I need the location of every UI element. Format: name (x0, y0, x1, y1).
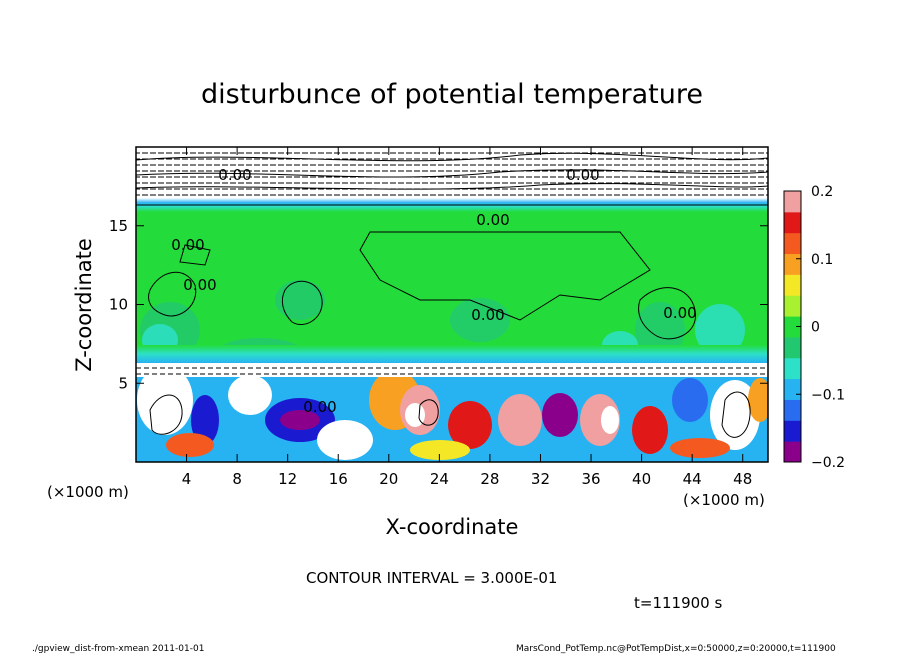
bottom-band-dashes (136, 367, 768, 375)
colorbar-swatch (784, 357, 801, 380)
bottom-top-band (136, 363, 768, 377)
x-tick-label: 20 (379, 470, 398, 488)
colorbar-swatch (784, 441, 801, 463)
y-axis-ticks: 5 10 15 (109, 217, 768, 392)
x-tick-label: 4 (182, 470, 192, 488)
colorbar-swatch (784, 399, 801, 421)
chart-title: disturbunce of potential temperature (201, 79, 703, 110)
colorbar-swatch (784, 295, 801, 317)
x-tick-label: 36 (581, 470, 600, 488)
colorbar-swatch (784, 232, 801, 255)
x-tick-label: 40 (632, 470, 651, 488)
colorbar-swatch (784, 378, 801, 400)
x-unit-right: (×1000 m) (683, 491, 765, 509)
time-note: t=111900 s (634, 594, 722, 612)
colorbar-tick-label: 0 (811, 320, 820, 336)
colorbar-swatch (784, 336, 801, 359)
y-tick-label: 5 (118, 374, 128, 392)
contour-label: 0.00 (171, 236, 204, 254)
x-tick-label: 44 (683, 470, 702, 488)
colorbar-ticks: 0.2 0.1 0 −0.1 −0.2 (796, 184, 845, 471)
contour-label: 0.00 (218, 166, 251, 184)
footer-left: ./gpview_dist-from-xmean 2011-01-01 (32, 644, 204, 654)
x-tick-label: 24 (430, 470, 449, 488)
colorbar-swatch (784, 274, 801, 296)
x-tick-label: 32 (531, 470, 550, 488)
colorbar-swatch (784, 211, 801, 234)
contour-lines (136, 152, 768, 438)
colorbar-swatch (784, 420, 801, 442)
contour-label: 0.00 (471, 306, 504, 324)
interior-variations (140, 280, 685, 362)
contour-label: 0.00 (303, 398, 336, 416)
colorbar-tick-label: −0.1 (811, 387, 845, 403)
x-tick-label: 12 (278, 470, 297, 488)
y-tick-label: 10 (109, 296, 128, 314)
colorbar-tick-label: 0.1 (811, 252, 833, 268)
contour-labels: 0.00 0.00 0.00 0.00 0.00 0.00 0.00 0.00 (171, 166, 696, 416)
colorbar-tick-label: −0.2 (811, 455, 845, 471)
lower-transition (136, 345, 768, 363)
colorbar (784, 191, 801, 463)
x-axis-label: X-coordinate (386, 515, 519, 539)
x-tick-label: 28 (480, 470, 499, 488)
plot-area: 0.00 0.00 0.00 0.00 0.00 0.00 0.00 0.00 (136, 147, 768, 462)
colorbar-tick-label: 0.2 (811, 184, 833, 200)
contour-label: 0.00 (566, 166, 599, 184)
x-tick-label: 48 (733, 470, 752, 488)
contour-label: 0.00 (183, 276, 216, 294)
colorbar-swatch (784, 191, 801, 213)
contour-label: 0.00 (663, 304, 696, 322)
contour-interval-note: CONTOUR INTERVAL = 3.000E-01 (306, 569, 557, 587)
contour-label: 0.00 (476, 211, 509, 229)
y-axis-label: Z-coordinate (72, 238, 96, 372)
x-tick-label: 8 (232, 470, 242, 488)
footer-right: MarsCond_PotTemp.nc@PotTempDist,x=0:5000… (516, 644, 836, 654)
x-unit-left: (×1000 m) (47, 483, 129, 501)
colorbar-swatch (784, 316, 801, 338)
y-tick-label: 15 (109, 217, 128, 235)
colorbar-swatch (784, 253, 801, 275)
x-tick-label: 16 (329, 470, 348, 488)
x-axis-ticks: 4 8 12 16 20 24 28 32 36 40 44 48 (182, 147, 752, 488)
